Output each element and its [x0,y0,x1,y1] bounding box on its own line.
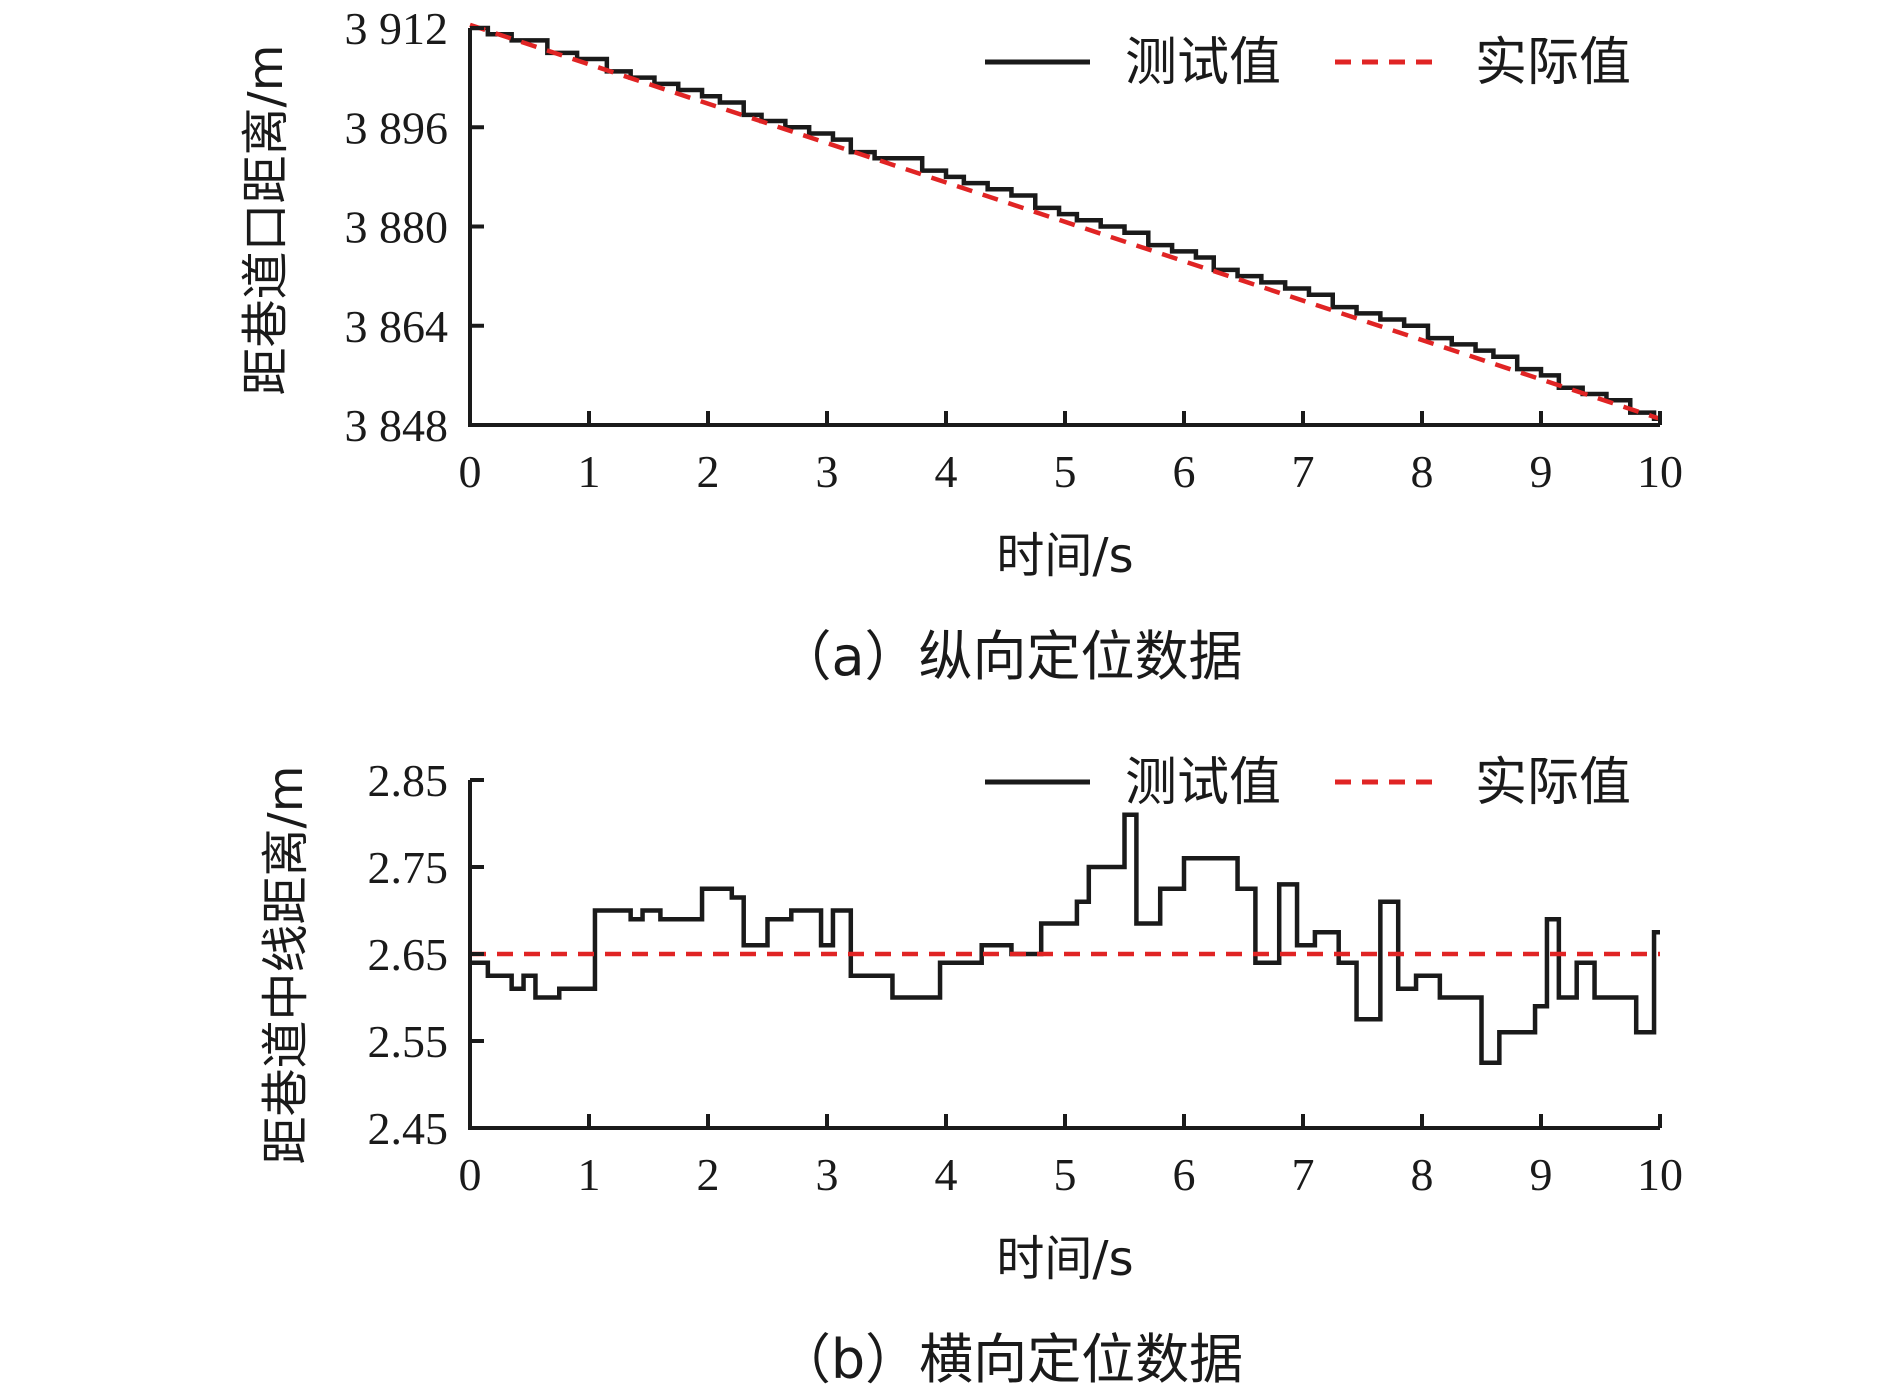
panel-b-caption: （b）横向定位数据 [777,1328,1243,1387]
y-tick-label: 3 864 [345,301,449,352]
x-tick-label: 9 [1530,1149,1553,1200]
x-tick-label: 7 [1292,1149,1315,1200]
panel-b: 0 1 2 3 4 5 6 7 8 9 10 2.45 2.55 2.65 2.75 2.85 测试值 实际值… [258,753,1683,1387]
panel-b-xlabel: 时间/s [996,1231,1133,1287]
x-tick-label: 5 [1054,446,1077,497]
panel-b-plot-lines [470,812,1660,1065]
panel-b-legend-actual-label: 实际值 [1475,753,1631,813]
x-tick-label: 4 [935,1149,958,1200]
x-tick-label: 8 [1411,1149,1434,1200]
x-tick-label: 10 [1637,1149,1683,1200]
series-test-line [470,812,1660,1065]
x-tick-label: 1 [578,1149,601,1200]
panel-b-ylabel: 距巷道中线距离/m [258,766,314,1165]
x-tick-label: 6 [1173,446,1196,497]
x-tick-label: 6 [1173,1149,1196,1200]
x-tick-label: 7 [1292,446,1315,497]
x-tick-label: 5 [1054,1149,1077,1200]
panel-a-caption: （a）纵向定位数据 [777,625,1242,688]
panel-a-xlabel: 时间/s [996,528,1133,584]
y-tick-label: 2.85 [368,755,449,806]
x-tick-label: 9 [1530,446,1553,497]
panel-a-ylabel: 距巷道口距离/m [238,45,294,396]
panel-a-legend-test-label: 测试值 [1125,33,1281,93]
x-tick-label: 3 [816,446,839,497]
y-tick-label: 2.75 [368,842,449,893]
series-actual-line [469,22,1661,421]
series-test-line [470,25,1660,422]
y-tick-label: 2.65 [368,929,449,980]
y-tick-label: 2.45 [368,1103,449,1154]
x-tick-label: 0 [459,446,482,497]
panel-a-legend-actual-label: 实际值 [1475,33,1631,93]
panel-b-ticks: 0 1 2 3 4 5 6 7 8 9 10 2.45 2.55 2.65 2.75 2.85 [368,755,1684,1200]
y-tick-label: 3 848 [345,400,449,451]
x-tick-label: 8 [1411,446,1434,497]
y-tick-label: 2.55 [368,1016,449,1067]
x-tick-label: 0 [459,1149,482,1200]
y-tick-label: 3 912 [345,3,449,54]
x-tick-label: 3 [816,1149,839,1200]
x-tick-label: 2 [697,1149,720,1200]
y-tick-label: 3 896 [345,102,449,153]
panel-a: 0 1 2 3 4 5 6 7 8 9 10 3 848 3 864 3 880 3 896 3 912 测试… [238,3,1683,688]
panel-b-legend-test-label: 测试值 [1125,753,1281,813]
x-tick-label: 4 [935,446,958,497]
x-tick-label: 1 [578,446,601,497]
panel-a-plot-lines [469,22,1661,422]
x-tick-label: 10 [1637,446,1683,497]
x-tick-label: 2 [697,446,720,497]
panel-a-ticks: 0 1 2 3 4 5 6 7 8 9 10 3 848 3 864 3 880 3 896 3 912 [345,3,1684,497]
y-tick-label: 3 880 [345,202,449,253]
